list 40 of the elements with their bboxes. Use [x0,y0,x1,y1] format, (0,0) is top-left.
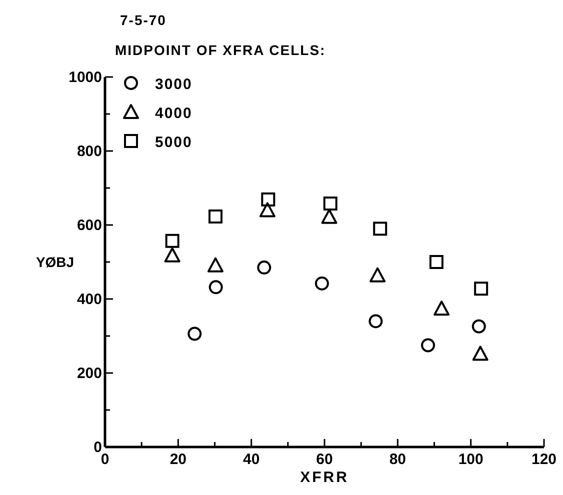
x-axis-title: XFRR [300,469,349,486]
x-tick-label: 40 [242,451,260,468]
legend-label: 5000 [155,134,192,151]
point [259,202,276,218]
x-tick-label: 20 [170,451,187,468]
x-tick-label: 60 [316,451,333,468]
point [208,280,223,294]
y-tick-label: 200 [76,365,102,382]
point [472,319,486,334]
legend-label: 4000 [155,105,192,122]
y-tick-label: 800 [76,143,102,160]
point [314,276,329,290]
point [474,282,488,296]
x-tick-label: 120 [531,451,557,468]
point [207,257,224,272]
x-tick-label: 80 [389,451,406,468]
point [373,222,388,236]
point [421,338,436,352]
y-tick-label: 0 [94,439,102,456]
point [165,234,180,248]
point [368,314,383,328]
y-tick-label: 1000 [68,69,102,86]
point [208,209,222,224]
chart-title: 7-5-70 [120,12,166,28]
x-tick-label: 100 [458,451,484,468]
y-axis-title: YØBJ [36,254,74,270]
y-tick-label: 600 [76,217,102,234]
point [472,346,488,361]
point [188,326,202,341]
y-tick-label: 400 [76,291,102,308]
point [261,192,276,206]
point [434,300,450,316]
point [321,208,338,224]
legend-label: 3000 [155,76,192,93]
point [257,260,272,275]
legend-title: MIDPOINT OF XFRA CELLS: [115,42,326,58]
point [164,247,180,262]
point [370,267,386,282]
point [323,196,338,211]
point [429,255,444,269]
